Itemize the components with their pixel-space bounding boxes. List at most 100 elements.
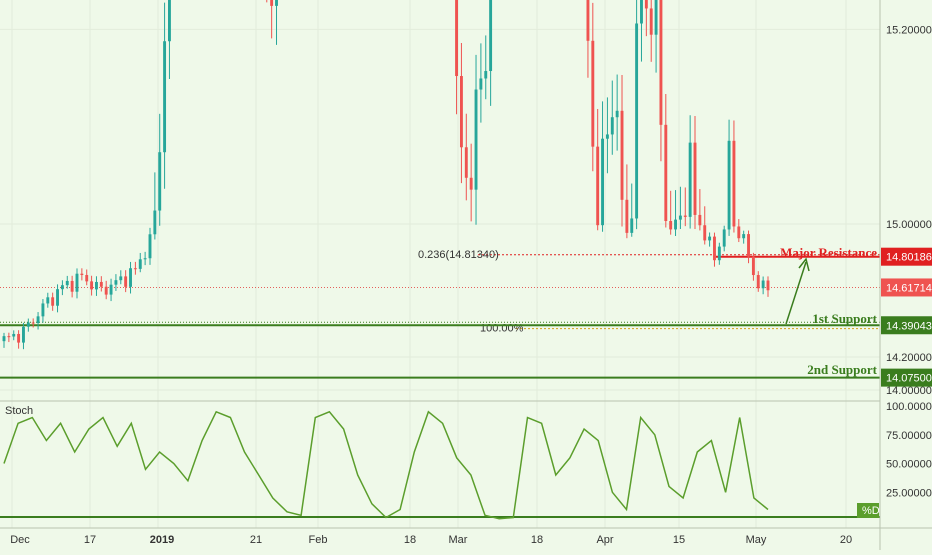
candle-body [138, 259, 142, 269]
candle-body [148, 234, 152, 259]
current-price-value: 14.61714 [886, 282, 932, 294]
x-tick-label: 20 [840, 534, 852, 546]
candle-body [674, 219, 677, 230]
projection-arrow-head [798, 257, 810, 272]
candle-body [605, 134, 609, 139]
candle-body [610, 117, 614, 135]
candle-body [7, 336, 11, 338]
candle-body [114, 280, 118, 285]
candle-body [678, 215, 682, 220]
candle-body [683, 215, 687, 217]
stoch-title: Stoch [5, 405, 33, 417]
candle-body [46, 297, 50, 304]
x-tick-label: May [746, 534, 767, 546]
first-support-annotation: 1st Support [812, 311, 877, 326]
current-price-tag [881, 278, 932, 297]
x-tick-label: 21 [250, 534, 262, 546]
candle-body [455, 0, 459, 77]
level-lines [0, 255, 880, 379]
candle-body [275, 0, 278, 6]
x-tick-label: Dec [10, 534, 30, 546]
stoch-d-tag-label: %D [862, 505, 880, 517]
candle-body [143, 258, 147, 260]
candle-body [698, 214, 702, 226]
candle-body [708, 236, 712, 241]
major-resistance-annotation: Major Resistance [780, 245, 877, 260]
candle-body [688, 142, 692, 217]
candle-body [51, 297, 55, 306]
stoch-d-line [3, 410, 769, 520]
y-tick-label: 14.20000 [886, 352, 932, 364]
candle-body [109, 284, 113, 295]
candle-body [742, 234, 746, 239]
candle-body [22, 326, 25, 343]
stoch-tick-mask [881, 517, 932, 527]
candle-body [85, 274, 89, 282]
y-tick-label: 15.20000 [886, 24, 932, 36]
major-resistance-tag [881, 247, 932, 266]
candle-body [119, 276, 123, 281]
candle-body [722, 229, 726, 247]
stoch-y-tick-label: 75.00000 [886, 430, 932, 442]
candle-body [747, 234, 750, 257]
major-resistance-value: 14.80186 [886, 252, 932, 264]
fib-236-label: 0.236(14.81340) [418, 249, 499, 261]
price-y-axis: 14.0000014.2000015.0000015.2000015.40000… [886, 24, 932, 397]
candle-body [644, 0, 648, 9]
candle-body [65, 280, 69, 286]
second-support-tag [881, 368, 932, 387]
first-support-tag [881, 316, 932, 335]
stochastic-panel: Stoch 100.000075.0000050.0000025.000000.… [0, 401, 932, 528]
candle-body [489, 0, 493, 72]
candle-body [12, 333, 16, 337]
candle-body [270, 0, 274, 6]
candle-body [129, 268, 132, 287]
candle-body [761, 280, 765, 289]
stoch-y-tick-label: 25.00000 [886, 487, 932, 499]
candle-body [664, 124, 668, 222]
candle-body [713, 236, 716, 261]
x-tick-label: Apr [596, 534, 613, 546]
candle-body [153, 210, 157, 235]
candle-body [649, 8, 653, 35]
candle-body [703, 225, 707, 241]
candle-body [669, 221, 673, 230]
candle-body [659, 0, 663, 125]
candle-body [459, 76, 463, 148]
stoch-y-tick-label: 100.0000 [886, 401, 932, 413]
candle-body [620, 110, 624, 200]
candle-body [635, 23, 639, 219]
candle-body [80, 273, 84, 275]
candle-body [654, 0, 658, 35]
candle-body [464, 147, 468, 178]
candle-body [90, 281, 94, 290]
x-tick-label: 17 [84, 534, 96, 546]
candle-body [95, 281, 98, 290]
candle-body [158, 152, 162, 211]
candle-body [124, 276, 128, 287]
candle-body [586, 0, 590, 41]
projection-arrow-line [785, 261, 807, 325]
stoch-d-tag [857, 503, 879, 518]
candle-body [751, 256, 755, 276]
candle-body [26, 322, 30, 327]
candle-body [36, 316, 40, 324]
x-tick-label: 18 [404, 534, 416, 546]
candle-body [693, 142, 697, 215]
candle-body [70, 280, 74, 292]
x-tick-label: Mar [449, 534, 468, 546]
price-tags: 14.80186 14.61714 14.39043 14.07500 [881, 247, 932, 387]
candle-body [484, 71, 488, 79]
candle-body [17, 333, 21, 343]
candle-body [75, 273, 79, 292]
candle-body [591, 40, 595, 147]
candle-body [168, 0, 171, 42]
x-tick-label: 2019 [150, 534, 174, 546]
candle-body [766, 280, 770, 291]
candle-body [56, 289, 59, 306]
candle-body [2, 336, 6, 342]
second-support-annotation: 2nd Support [807, 362, 877, 377]
